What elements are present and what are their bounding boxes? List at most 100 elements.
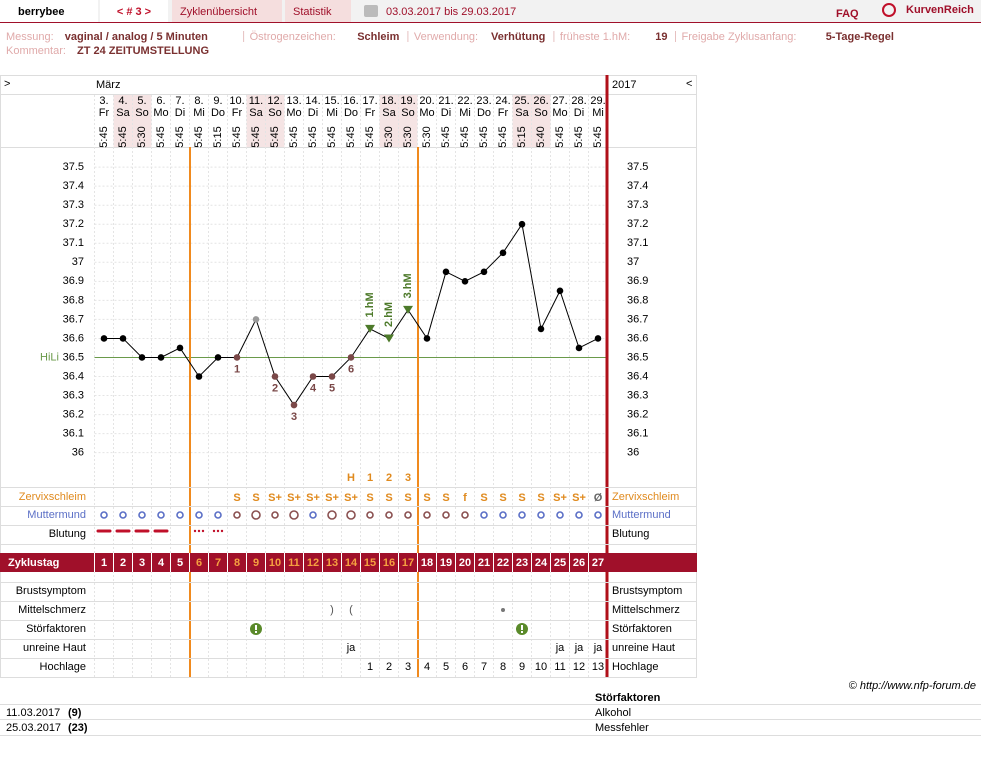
printer-icon — [364, 5, 378, 17]
high-value: 12 — [573, 661, 585, 673]
cervix-value: S — [423, 492, 430, 504]
day: 28. — [571, 95, 586, 107]
date-range: 03.03.2017 bis 29.03.2017 — [386, 6, 516, 18]
y-tick-label: 36.3 — [63, 389, 84, 401]
cycle-day: 16 — [383, 557, 395, 569]
skin-value: ja — [593, 642, 603, 654]
cycle-day: 26 — [573, 557, 585, 569]
cycle-day: 6 — [196, 557, 202, 569]
day: 16. — [343, 95, 358, 107]
info-value: vaginal / analog / 5 Minuten — [65, 31, 208, 43]
cervix-value: S — [233, 492, 240, 504]
cervix-value: S — [537, 492, 544, 504]
high-value: 13 — [592, 661, 604, 673]
weekend-shade — [531, 95, 551, 147]
day: 24. — [495, 95, 510, 107]
logo[interactable]: KurvenReich — [906, 4, 974, 16]
row-label: Brustsymptom — [16, 585, 86, 597]
tab-label[interactable]: Statistik — [293, 6, 332, 18]
y-tick-label-right: 36.1 — [627, 428, 648, 440]
temperature-point — [271, 373, 279, 380]
mouth-symbol — [404, 511, 412, 519]
weekday: Di — [175, 107, 185, 119]
time: 5:45 — [497, 126, 509, 147]
info-value: Schleim — [357, 31, 399, 43]
nav-left[interactable]: > — [4, 78, 10, 90]
row-label-right: unreine Haut — [612, 642, 675, 654]
day: 6. — [156, 95, 165, 107]
brand-box — [0, 0, 98, 22]
weekday: Mo — [419, 107, 434, 119]
row-label: Zervixschleim — [19, 491, 86, 503]
info-label: Messung: — [6, 31, 54, 43]
weekday: Sa — [382, 107, 396, 119]
high-value: 10 — [535, 661, 547, 673]
day: 19. — [400, 95, 415, 107]
cervix-value: S — [518, 492, 525, 504]
faq[interactable]: FAQ — [836, 8, 859, 20]
day: 20. — [419, 95, 434, 107]
time: 5:15 — [516, 126, 528, 147]
count-label: 3 — [291, 411, 297, 423]
time: 5:30 — [136, 126, 148, 147]
copyright: © http://www.nfp-forum.de — [849, 680, 976, 692]
y-tick-label: 37.1 — [63, 237, 84, 249]
high-value: 5 — [443, 661, 449, 673]
dist-cause: Alkohol — [595, 707, 631, 719]
time: 5:45 — [554, 126, 566, 147]
tab[interactable] — [172, 0, 282, 22]
comment: ZT 24 ZEITUMSTELLUNG — [77, 45, 209, 57]
y-tick-label-right: 37.3 — [627, 199, 648, 211]
temperature-point — [480, 268, 488, 276]
y-tick-label: 36.2 — [63, 408, 84, 420]
mouth-symbol — [423, 511, 431, 519]
day: 17. — [362, 95, 377, 107]
cycle-day: 12 — [307, 557, 319, 569]
hm-point — [365, 324, 375, 333]
weekday: Mo — [552, 107, 567, 119]
time: 5:45 — [345, 126, 357, 147]
time: 5:45 — [288, 126, 300, 147]
temperature-point — [423, 335, 431, 342]
cycle-day: 15 — [364, 557, 376, 569]
day: 3. — [99, 95, 108, 107]
cervix-value: S+ — [344, 492, 358, 504]
hm-label: 3.hM — [402, 273, 414, 298]
temperature-point — [499, 249, 507, 257]
mouth-symbol — [461, 511, 469, 519]
temperature-point — [594, 335, 602, 342]
cycle-day: 17 — [402, 557, 414, 569]
info-label: Freigabe Zyklusanfang: — [682, 31, 797, 43]
time: 5:45 — [269, 126, 281, 147]
y-tick-label: 36.5 — [63, 351, 84, 363]
info-label: Östrogenzeichen: — [250, 31, 336, 43]
y-tick-label: 36.8 — [63, 294, 84, 306]
dist-date: 25.03.2017 — [6, 722, 61, 734]
hm-point — [384, 334, 394, 343]
cycle-nav[interactable]: < # 3 > — [117, 6, 151, 18]
time: 5:45 — [459, 126, 471, 147]
cycle-day: 9 — [253, 557, 259, 569]
tab-label[interactable]: Zyklenübersicht — [180, 6, 257, 18]
temperature-point — [195, 373, 203, 380]
mouth-symbol — [499, 511, 507, 519]
high-value: 1 — [367, 661, 373, 673]
nav-right[interactable]: < — [686, 78, 692, 90]
y-tick-label: 36 — [72, 447, 84, 459]
info-label: Verwendung: — [414, 31, 478, 43]
tab[interactable] — [285, 0, 351, 22]
midpain-value: ( — [349, 604, 353, 616]
day: 8. — [194, 95, 203, 107]
y-tick-label-right: 37.4 — [627, 180, 648, 192]
weekday: Fr — [365, 107, 376, 119]
cycle-day: 24 — [535, 557, 548, 569]
cycle-day: 7 — [215, 557, 221, 569]
mouth-symbol — [480, 511, 488, 519]
temperature-point — [176, 344, 184, 352]
hili-label: HiLi — [40, 351, 59, 363]
y-tick-label-right: 37.1 — [627, 237, 648, 249]
day: 7. — [175, 95, 184, 107]
y-tick-label-right: 36.6 — [627, 332, 648, 344]
bleeding-light — [212, 529, 216, 533]
y-tick-label-right: 37 — [627, 256, 639, 268]
